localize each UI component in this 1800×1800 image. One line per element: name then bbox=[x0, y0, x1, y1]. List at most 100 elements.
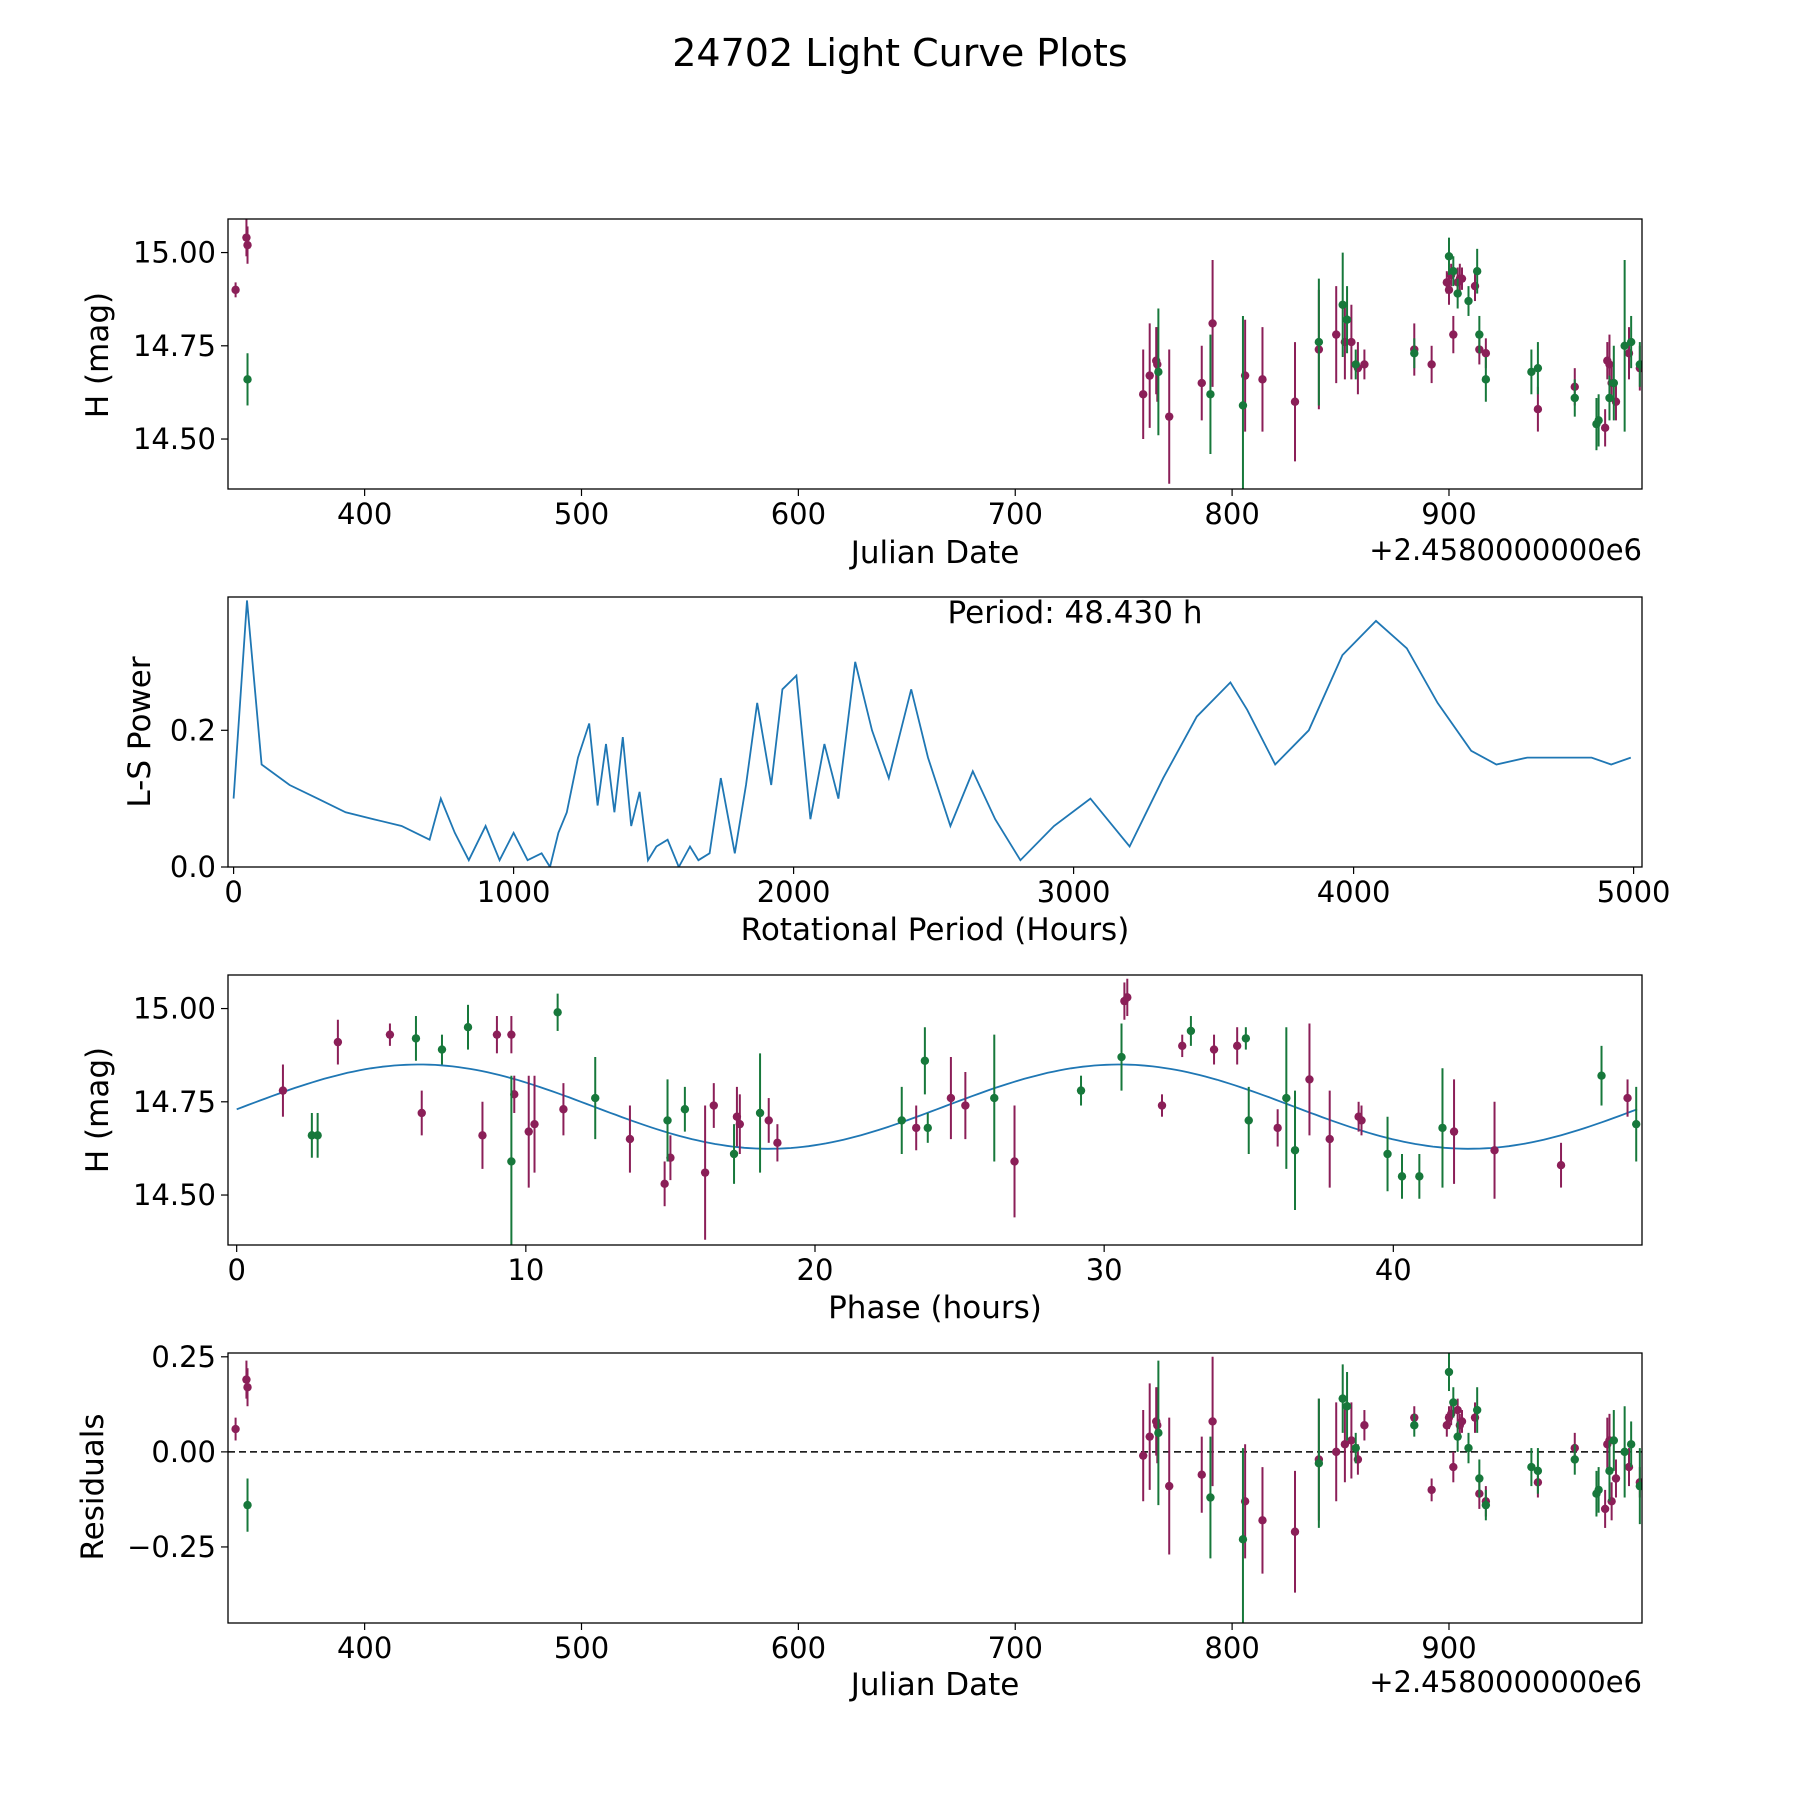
residuals-point-filter_a bbox=[1138, 1451, 1148, 1460]
residuals-point-filter_a bbox=[1290, 1527, 1300, 1536]
residuals-point-filter_b bbox=[1206, 1493, 1215, 1502]
phased-point-filter_b bbox=[1241, 1034, 1251, 1043]
residuals-point-filter_b bbox=[1449, 1398, 1458, 1407]
phased-point-filter_b bbox=[920, 1056, 930, 1065]
residuals-point-filter_a bbox=[1208, 1417, 1217, 1426]
residuals-xtick-label: 900 bbox=[1421, 1631, 1476, 1665]
phased-xtick-label: 0 bbox=[227, 1253, 245, 1287]
phased-point-filter_a bbox=[709, 1101, 718, 1110]
lightcurve-axes-frame bbox=[227, 218, 1643, 490]
lightcurve-point-filter_b bbox=[1570, 393, 1579, 403]
residuals-point-filter_a bbox=[1427, 1485, 1436, 1495]
lightcurve-x-offset: +2.4580000000e6 bbox=[1369, 533, 1642, 567]
lightcurve-point-filter_a bbox=[1332, 330, 1341, 339]
residuals-point-filter_a bbox=[1453, 1405, 1462, 1415]
lightcurve-ytick-label: 14.75 bbox=[133, 329, 216, 363]
residuals-xtick-label: 600 bbox=[771, 1631, 826, 1665]
phased-xtick-label: 30 bbox=[1086, 1253, 1123, 1287]
phased-point-filter_b bbox=[507, 1157, 516, 1166]
residuals-point-filter_a bbox=[1153, 1421, 1162, 1430]
residuals-point-filter_b bbox=[1475, 1474, 1484, 1483]
lightcurve-point-filter_b bbox=[1635, 360, 1642, 369]
lightcurve-point-filter_b bbox=[1620, 341, 1629, 350]
residuals-point-filter_b bbox=[1342, 1402, 1352, 1411]
residuals-point-filter_b bbox=[1410, 1421, 1419, 1430]
lightcurve-point-filter_a bbox=[1153, 360, 1162, 369]
residuals-point-filter_a bbox=[1457, 1417, 1467, 1426]
lightcurve-point-filter_b bbox=[1342, 315, 1352, 324]
period-annotation: Period: 48.430 h bbox=[948, 595, 1203, 631]
periodogram-xtick-label: 1000 bbox=[477, 875, 551, 909]
residuals-point-filter_b bbox=[1464, 1443, 1473, 1453]
lightcurve-xtick-label: 800 bbox=[1204, 497, 1259, 531]
phased-point-filter_a bbox=[507, 1030, 516, 1039]
lightcurve-point-filter_b bbox=[1453, 289, 1462, 298]
periodogram-xtick-label: 0 bbox=[224, 875, 242, 909]
periodogram-ylabel: L-S Power bbox=[122, 656, 158, 807]
lightcurve-point-filter_b bbox=[1481, 375, 1491, 384]
phased-point-filter_a bbox=[1209, 1045, 1219, 1054]
lightcurve-point-filter_b bbox=[1527, 367, 1536, 377]
phased-point-filter_b bbox=[1383, 1149, 1392, 1159]
lightcurve-point-filter_a bbox=[1457, 274, 1467, 283]
phased-point-filter_a bbox=[1273, 1123, 1282, 1133]
phased-point-filter_a bbox=[764, 1116, 773, 1125]
lightcurve-point-filter_b bbox=[243, 375, 252, 384]
periodogram-axes-frame bbox=[227, 596, 1643, 868]
phased-point-filter_a bbox=[1123, 993, 1132, 1002]
residuals-point-filter_a bbox=[1611, 1474, 1621, 1483]
lightcurve-point-filter_b bbox=[1154, 367, 1163, 377]
residuals-point-filter_a bbox=[1145, 1432, 1154, 1441]
residuals-point-filter_a bbox=[1360, 1421, 1369, 1430]
lightcurve-point-filter_a bbox=[1197, 378, 1206, 388]
residuals-ytick-label: 0.25 bbox=[151, 1340, 216, 1374]
phased-point-filter_a bbox=[946, 1093, 956, 1103]
lightcurve-point-filter_a bbox=[1449, 330, 1458, 339]
residuals-point-filter_b bbox=[1472, 1405, 1482, 1415]
phased-point-filter_a bbox=[385, 1030, 395, 1039]
phased-point-filter_b bbox=[680, 1105, 690, 1114]
phased-point-filter_b bbox=[1186, 1026, 1196, 1036]
phased-point-filter_b bbox=[553, 1008, 562, 1017]
lightcurve-point-filter_a bbox=[1258, 375, 1267, 384]
residuals-point-filter_b bbox=[1533, 1466, 1543, 1476]
phased-point-filter_a bbox=[530, 1119, 539, 1129]
residuals-point-filter_b bbox=[1605, 1466, 1614, 1476]
phased-point-filter_a bbox=[700, 1168, 710, 1177]
phased-ytick-label: 15.00 bbox=[133, 992, 216, 1026]
residuals-xtick-label: 700 bbox=[988, 1631, 1043, 1665]
lightcurve-point-filter_a bbox=[1533, 404, 1543, 414]
phased-point-filter_a bbox=[961, 1101, 970, 1110]
phased-point-filter_b bbox=[307, 1131, 317, 1140]
phased-plot-area bbox=[236, 978, 1641, 1245]
phased-point-filter_b bbox=[1397, 1172, 1407, 1181]
phased-point-filter_a bbox=[1010, 1157, 1019, 1166]
residuals-panel: Julian Date Residuals +2.4580000000e6 40… bbox=[75, 1340, 1643, 1703]
residuals-xtick-label: 400 bbox=[337, 1631, 392, 1665]
lightcurve-point-filter_b bbox=[1626, 337, 1636, 347]
phased-point-filter_b bbox=[897, 1116, 906, 1125]
periodogram-ytick-label: 0.0 bbox=[170, 850, 216, 884]
phased-point-filter_a bbox=[559, 1105, 568, 1114]
phased-point-filter_b bbox=[1290, 1146, 1300, 1155]
phased-ytick-label: 14.50 bbox=[133, 1178, 216, 1212]
residuals-xtick-label: 500 bbox=[554, 1631, 609, 1665]
residuals-point-filter_b bbox=[1626, 1440, 1636, 1449]
lightcurve-point-filter_a bbox=[231, 285, 240, 295]
residuals-point-filter_b bbox=[1570, 1455, 1579, 1464]
lightcurve-xtick-label: 400 bbox=[337, 497, 392, 531]
residuals-x-offset: +2.4580000000e6 bbox=[1369, 1665, 1642, 1699]
residuals-point-filter_b bbox=[1594, 1485, 1603, 1495]
phased-point-filter_b bbox=[437, 1045, 447, 1054]
residuals-point-filter_a bbox=[1449, 1462, 1458, 1472]
residuals-plot-area bbox=[228, 1353, 1642, 1623]
phased-ylabel: H (mag) bbox=[80, 1047, 116, 1173]
residuals-point-filter_a bbox=[1340, 1440, 1350, 1449]
residuals-point-filter_a bbox=[1197, 1470, 1206, 1479]
phased-xtick-label: 10 bbox=[507, 1253, 544, 1287]
phased-point-filter_a bbox=[660, 1179, 669, 1189]
lightcurve-xtick-label: 600 bbox=[771, 497, 826, 531]
lightcurve-point-filter_a bbox=[1600, 423, 1610, 433]
residuals-point-filter_a bbox=[1258, 1516, 1267, 1525]
lightcurve-ytick-label: 15.00 bbox=[133, 236, 216, 270]
